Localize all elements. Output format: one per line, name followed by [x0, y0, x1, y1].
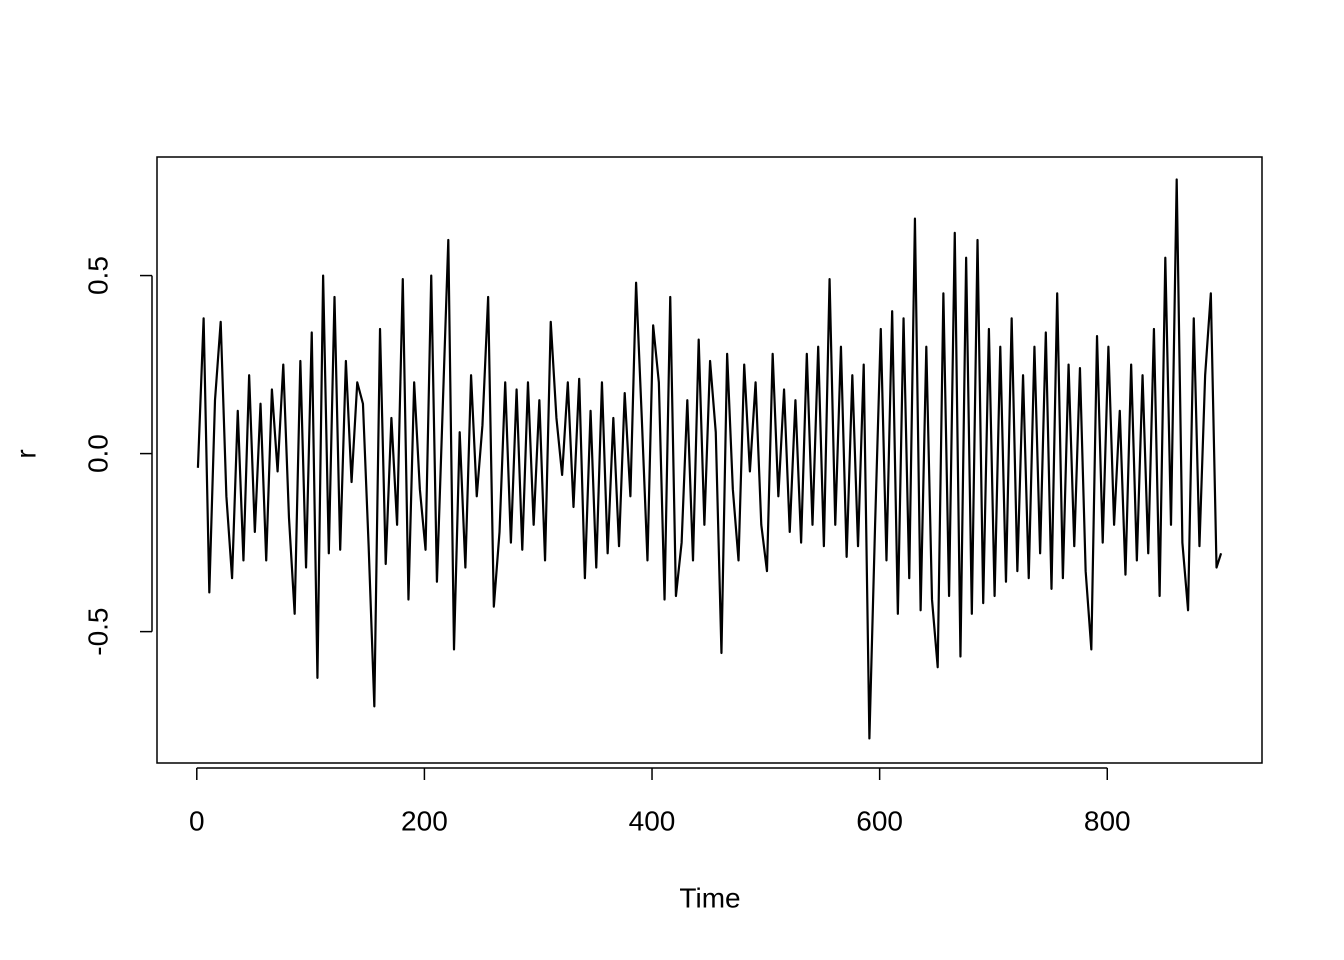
y-tick-label: -0.5 [82, 607, 113, 655]
x-tick-label: 800 [1084, 805, 1131, 836]
x-tick-label: 600 [856, 805, 903, 836]
y-tick-label: 0.0 [82, 434, 113, 473]
x-tick-label: 0 [189, 805, 205, 836]
x-tick-label: 400 [629, 805, 676, 836]
y-axis-label: r [10, 449, 41, 458]
y-tick-label: 0.5 [82, 256, 113, 295]
plot-box [156, 156, 1263, 764]
x-axis-label: Time [679, 882, 740, 913]
series-line [196, 178, 1223, 740]
x-tick-label: 200 [401, 805, 448, 836]
